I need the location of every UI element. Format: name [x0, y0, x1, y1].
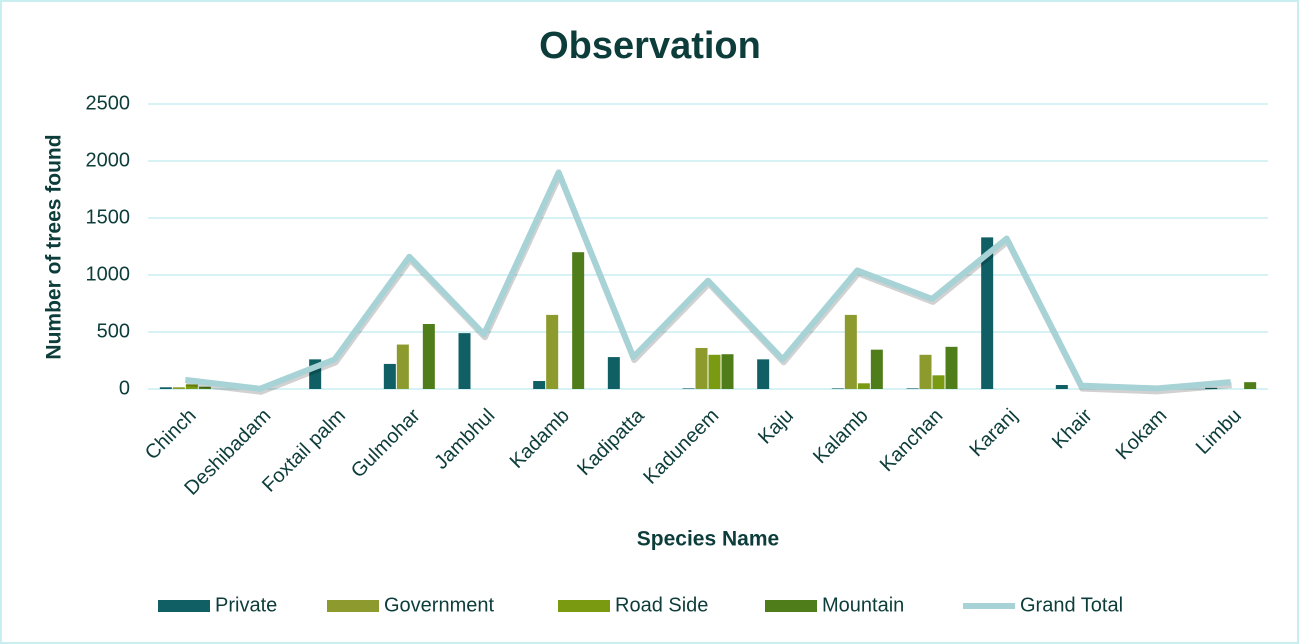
bar: [870, 349, 883, 389]
bar: [1205, 387, 1218, 389]
bar: [546, 314, 559, 389]
line: [184, 169, 1231, 392]
bar: [185, 384, 198, 389]
y-axis-title: Number of trees found: [43, 134, 66, 359]
bar: [198, 386, 211, 389]
bar: [1244, 382, 1257, 389]
bar: [695, 347, 708, 389]
bar: [159, 387, 172, 389]
bar: [932, 375, 945, 389]
legend-marker: [158, 600, 210, 612]
y-tick-label: 500: [97, 320, 130, 342]
legend-label: Private: [215, 594, 277, 616]
bar: [857, 383, 870, 389]
bar: [533, 381, 546, 389]
legend-label: Road Side: [615, 594, 708, 616]
bar: [844, 314, 857, 389]
bar: [172, 387, 185, 389]
bar: [708, 354, 721, 389]
y-tick-label: 2500: [86, 92, 131, 114]
bar: [682, 388, 695, 389]
bar: [945, 346, 958, 389]
bar: [757, 359, 770, 389]
legend-label: Mountain: [822, 594, 904, 616]
bar: [572, 252, 585, 389]
bar: [396, 344, 409, 389]
legend-marker: [327, 600, 379, 612]
chart-title: Observation: [539, 25, 761, 67]
bar: [831, 388, 844, 389]
bar: [607, 357, 620, 389]
bar: [1055, 385, 1068, 389]
bar: [721, 354, 734, 389]
legend-marker: [765, 600, 817, 612]
y-tick-label: 1500: [86, 206, 131, 228]
legend-marker: [558, 600, 610, 612]
legend-label: Government: [384, 594, 494, 616]
bar: [906, 388, 919, 389]
y-tick-label: 0: [119, 377, 130, 399]
y-tick-label: 2000: [86, 149, 131, 171]
bar: [981, 237, 994, 389]
bar: [422, 324, 435, 389]
x-axis-title: Species Name: [637, 528, 779, 551]
bar: [458, 333, 471, 389]
bar: [383, 363, 396, 389]
legend-label: Grand Total: [1020, 594, 1123, 616]
bar: [919, 354, 932, 389]
y-tick-label: 1000: [86, 263, 131, 285]
